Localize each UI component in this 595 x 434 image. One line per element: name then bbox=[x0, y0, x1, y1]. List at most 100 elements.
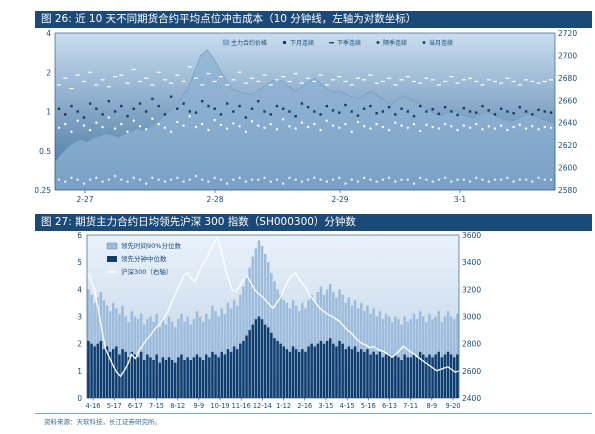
point-series-3 bbox=[518, 123, 522, 127]
bar-median bbox=[344, 349, 347, 398]
point-series-4 bbox=[338, 176, 341, 180]
bar-median bbox=[294, 349, 298, 398]
bar-90pct bbox=[198, 316, 202, 398]
bar-median bbox=[96, 343, 99, 398]
point-series-4 bbox=[499, 178, 503, 181]
bar-median bbox=[177, 357, 180, 399]
bar-median bbox=[387, 354, 391, 398]
bar-median bbox=[93, 346, 96, 398]
point-series-2 bbox=[368, 74, 373, 76]
point-series-4 bbox=[201, 178, 204, 181]
point-series-2 bbox=[162, 79, 167, 81]
point-series-3 bbox=[219, 123, 223, 127]
bar-median bbox=[316, 343, 320, 398]
point-series-3 bbox=[275, 128, 279, 131]
x-tick-label: 3-15 bbox=[318, 402, 333, 410]
bar-median bbox=[310, 343, 313, 398]
point-series-1 bbox=[531, 113, 534, 116]
x-tick-label: 7-11 bbox=[403, 402, 418, 410]
bar-median bbox=[161, 357, 165, 399]
source-note: 资料来源：天软科技，长江证券研究所。 bbox=[44, 418, 161, 426]
point-series-2 bbox=[549, 79, 553, 81]
bar-median bbox=[260, 319, 264, 398]
point-series-4 bbox=[82, 182, 86, 185]
point-series-1 bbox=[294, 115, 297, 118]
bar-median bbox=[245, 335, 248, 398]
point-series-4 bbox=[319, 178, 322, 181]
point-series-3 bbox=[331, 124, 335, 127]
point-series-1 bbox=[244, 116, 248, 119]
bar-median bbox=[251, 324, 254, 398]
point-series-4 bbox=[475, 176, 478, 180]
point-series-4 bbox=[64, 180, 67, 183]
bar-median bbox=[369, 354, 372, 398]
point-series-4 bbox=[313, 176, 316, 180]
point-series-2 bbox=[517, 84, 522, 86]
x-tick-label: 10-19 bbox=[210, 402, 229, 410]
point-series-4 bbox=[151, 176, 154, 180]
x-tick-label: 4-15 bbox=[340, 402, 355, 410]
point-series-1 bbox=[194, 111, 198, 114]
bar-median bbox=[384, 354, 388, 398]
point-series-4 bbox=[132, 176, 135, 180]
point-series-2 bbox=[411, 80, 416, 83]
point-series-3 bbox=[499, 124, 503, 127]
point-series-2 bbox=[268, 84, 273, 86]
bar-median bbox=[428, 354, 431, 398]
bar-median bbox=[180, 354, 183, 398]
x-tick-label: 2-16 bbox=[297, 402, 312, 410]
left-tick-label: 6 bbox=[77, 231, 82, 240]
legend-label: 领先时间90%分位数 bbox=[121, 241, 181, 250]
point-series-4 bbox=[95, 176, 98, 180]
point-series-2 bbox=[293, 73, 298, 75]
legend-label: 当月连续 bbox=[429, 39, 453, 47]
point-series-2 bbox=[113, 76, 118, 78]
point-series-3 bbox=[543, 125, 546, 129]
point-series-1 bbox=[263, 110, 266, 113]
point-series-4 bbox=[462, 178, 466, 181]
bar-median bbox=[183, 360, 186, 398]
point-series-4 bbox=[70, 176, 73, 180]
bar-median bbox=[403, 354, 406, 398]
point-series-1 bbox=[207, 104, 210, 108]
point-series-3 bbox=[157, 122, 160, 126]
bar-median bbox=[149, 357, 152, 399]
point-series-1 bbox=[306, 105, 310, 109]
point-series-1 bbox=[88, 102, 92, 105]
bar-median bbox=[347, 346, 351, 398]
point-series-1 bbox=[437, 112, 441, 116]
point-series-4 bbox=[412, 182, 416, 185]
bar-median bbox=[118, 354, 121, 398]
point-series-4 bbox=[531, 180, 534, 183]
bar-median bbox=[136, 357, 140, 399]
bar-median bbox=[356, 351, 360, 398]
point-series-2 bbox=[218, 76, 223, 78]
point-series-1 bbox=[356, 114, 360, 117]
bar-median bbox=[239, 343, 242, 398]
point-series-3 bbox=[163, 126, 167, 129]
bar-median bbox=[291, 346, 295, 398]
point-series-2 bbox=[287, 80, 292, 83]
bar-90pct bbox=[186, 316, 189, 398]
bar-median bbox=[453, 357, 456, 399]
bar-median bbox=[446, 351, 450, 398]
point-series-3 bbox=[412, 122, 416, 126]
x-tick-label: 2-28 bbox=[206, 195, 223, 204]
point-series-3 bbox=[369, 127, 372, 130]
point-series-4 bbox=[76, 178, 79, 181]
point-series-3 bbox=[250, 120, 254, 123]
x-tick-label: 3-1 bbox=[454, 195, 466, 204]
bar-median bbox=[133, 354, 137, 398]
point-series-2 bbox=[156, 71, 161, 73]
bar-median bbox=[307, 346, 310, 398]
bar-median bbox=[360, 349, 363, 398]
point-series-2 bbox=[418, 82, 423, 84]
bar-median bbox=[332, 343, 335, 398]
point-series-2 bbox=[131, 68, 136, 71]
point-series-1 bbox=[176, 107, 179, 110]
point-series-1 bbox=[493, 113, 497, 116]
point-series-2 bbox=[349, 84, 354, 86]
figure-27-chart: 6 5 4 3 2 1 0 3600 3400 3200 3000 2800 2600 2400 4-1… bbox=[77, 231, 481, 410]
bar-median bbox=[285, 349, 289, 398]
point-series-3 bbox=[57, 126, 61, 129]
